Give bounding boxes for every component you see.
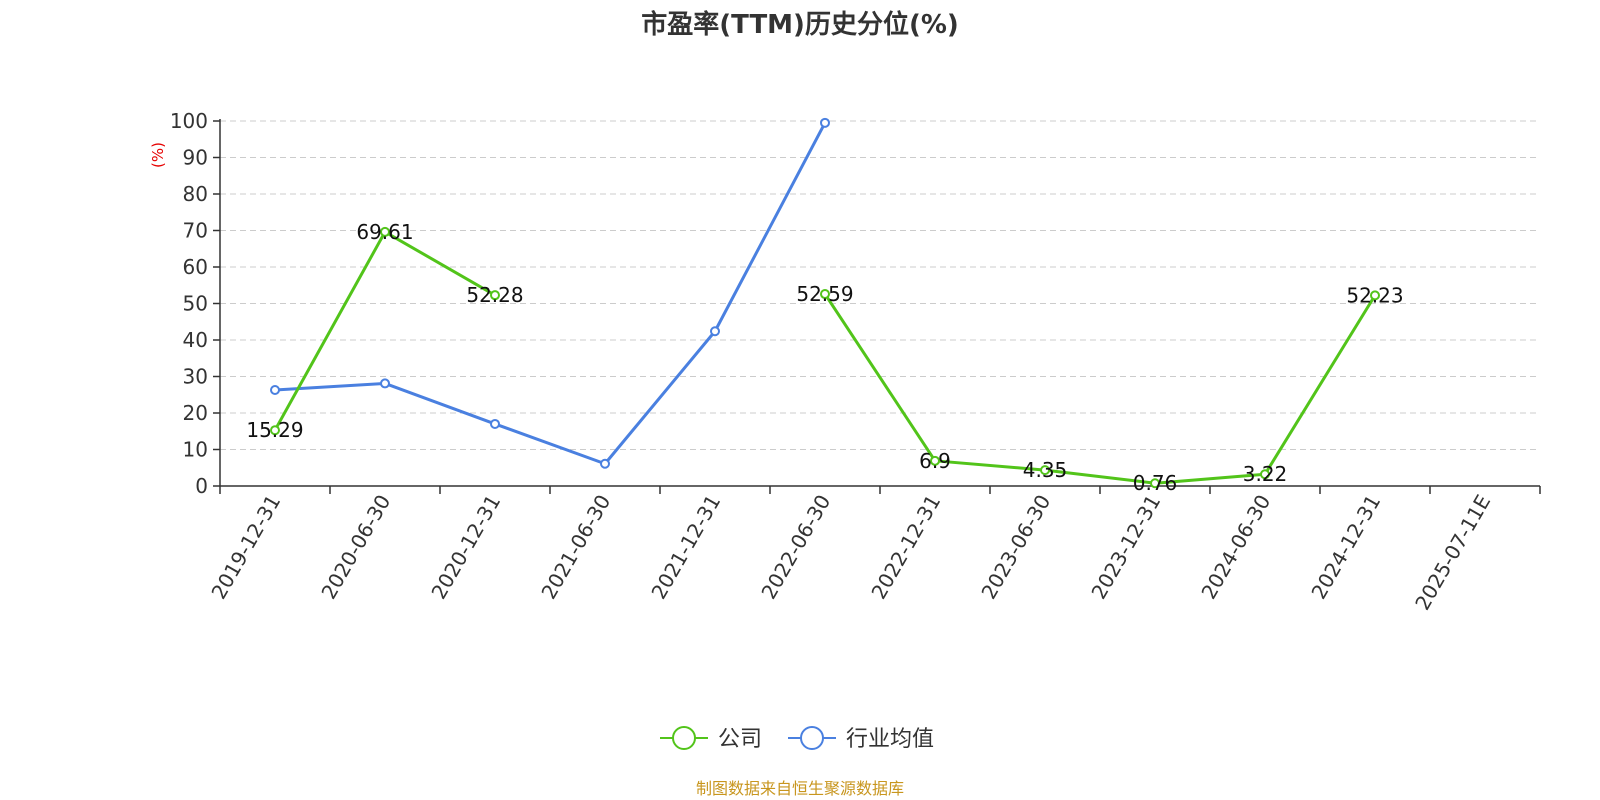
series-line-company	[823, 293, 1377, 485]
y-axis-label: (%)	[149, 142, 167, 168]
legend-marker	[672, 726, 696, 750]
data-point-company	[490, 290, 500, 301]
series	[270, 117, 1380, 489]
data-label: 4.35	[1023, 458, 1068, 482]
series-line-industry	[274, 122, 827, 466]
legend-item-company[interactable]: 公司	[660, 726, 762, 752]
data-label: 52.59	[796, 282, 853, 306]
y-tick-label: 70	[183, 219, 208, 243]
data-point-industry	[710, 326, 720, 337]
y-tick-label: 30	[183, 365, 208, 389]
y-tick-label: 40	[183, 328, 208, 352]
data-point-company	[380, 226, 390, 237]
data-point-industry	[490, 418, 500, 429]
data-label: 0.76	[1133, 471, 1178, 495]
series-line-company	[273, 230, 496, 431]
legend-marker	[800, 726, 824, 750]
y-tick-label: 80	[183, 182, 208, 206]
legend-label: 行业均值	[846, 727, 934, 752]
data-point-industry	[270, 385, 280, 396]
data-label: 15.29	[246, 418, 303, 442]
data-point-industry	[820, 117, 830, 128]
legend[interactable]: 公司 行业均值	[660, 726, 934, 752]
data-point-company	[1150, 478, 1160, 489]
y-tick-label: 20	[183, 401, 208, 425]
source-note: 制图数据来自恒生聚源数据库	[696, 779, 904, 798]
x-tick-label: 2025-07-11E	[1410, 491, 1495, 615]
data-label: 3.22	[1243, 462, 1288, 486]
x-tick-label: 2022-06-30	[756, 491, 835, 604]
grid-lines	[220, 120, 1540, 450]
data-point-company	[1040, 465, 1050, 476]
data-point-company	[820, 289, 830, 300]
legend-item-industry[interactable]: 行业均值	[788, 726, 934, 752]
data-point-company	[1370, 290, 1380, 301]
data-label: 52.23	[1346, 283, 1403, 307]
x-tick-label: 2020-06-30	[316, 491, 395, 604]
chart-title: 市盈率(TTM)历史分位(%)	[641, 9, 959, 40]
x-tick-label: 2021-12-31	[646, 491, 725, 604]
x-tick-label: 2023-06-30	[976, 491, 1055, 604]
x-tick-label: 2024-12-31	[1306, 491, 1385, 604]
data-point-company	[1260, 469, 1270, 480]
y-tick-label: 0	[195, 474, 208, 498]
x-tick-label: 2023-12-31	[1086, 491, 1165, 604]
x-tick-label: 2024-06-30	[1196, 491, 1275, 604]
data-label: 52.28	[466, 283, 523, 307]
y-tick-label: 100	[170, 109, 208, 133]
legend-label: 公司	[718, 727, 762, 752]
y-tick-label: 90	[183, 146, 208, 170]
x-tick-label: 2020-12-31	[426, 491, 505, 604]
data-point-industry	[600, 458, 610, 469]
data-point-company	[930, 455, 940, 466]
data-label: 6.9	[919, 449, 951, 473]
data-label: 69.61	[356, 220, 413, 244]
y-tick-label: 10	[183, 438, 208, 462]
data-point-industry	[380, 378, 390, 389]
y-tick-label: 60	[183, 255, 208, 279]
x-tick-label: 2019-12-31	[206, 491, 285, 604]
x-tick-label: 2022-12-31	[866, 491, 945, 604]
y-tick-label: 50	[183, 292, 208, 316]
x-tick-label: 2021-06-30	[536, 491, 615, 604]
data-point-company	[270, 425, 280, 436]
data-labels: 15.29 69.61 52.28 52.59 6.9 4.35 0.76 3.22 52.23	[246, 220, 1403, 495]
